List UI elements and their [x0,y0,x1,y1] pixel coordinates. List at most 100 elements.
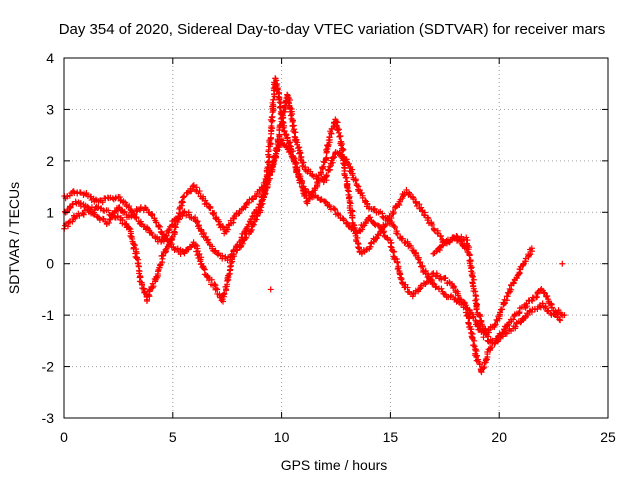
data-point [214,251,221,258]
data-point [293,159,300,166]
data-point [342,174,349,181]
data-point [209,243,216,250]
data-point [349,224,356,231]
data-point [179,198,186,205]
data-point [212,285,219,292]
data-point [343,156,350,163]
data-point [188,188,195,195]
data-point [480,365,487,372]
data-point [165,227,172,234]
data-point [470,282,477,289]
data-point [65,223,71,230]
isolated-points [267,260,566,293]
y-tick-label: 3 [46,101,54,117]
data-point [223,287,230,294]
data-point [429,221,436,228]
data-point [230,215,237,222]
data-point [324,142,331,149]
data-point [524,312,531,319]
data-point [189,183,196,190]
data-point [498,306,505,313]
data-point [276,99,283,106]
data-point [453,298,460,305]
data-point [345,223,352,230]
data-point [322,198,329,205]
data-point [429,270,436,277]
data-point [212,215,219,222]
data-point [425,271,432,278]
data-point [283,144,290,151]
data-point [473,306,480,313]
data-point [208,276,215,283]
data-point [390,209,397,216]
data-point [510,316,517,323]
data-point [198,254,205,261]
data-point [417,259,424,266]
data-point [69,201,76,208]
x-tick-label: 15 [383,429,399,445]
data-point [544,292,551,299]
data-point [472,297,479,304]
data-point [175,213,182,220]
data-point [462,302,469,309]
data-point [153,219,160,226]
data-point [418,204,425,211]
data-point [349,214,356,221]
data-point [358,189,365,196]
data-point [391,248,398,255]
x-tick-label: 25 [600,429,616,445]
data-point [492,321,499,328]
data-point [281,108,288,115]
data-point [180,193,187,200]
data-point [196,250,203,257]
data-point [307,190,314,197]
data-point [559,260,566,267]
data-point [469,272,476,279]
data-point [466,252,473,259]
data-point [419,262,426,269]
data-point [247,216,254,223]
data-point [399,235,406,242]
data-point [387,243,394,250]
y-tick-label: -3 [42,410,55,426]
data-point [441,275,448,282]
data-point [260,194,267,201]
data-point [406,190,413,197]
data-point [272,152,279,159]
data-point [338,142,345,149]
data-point [287,149,294,156]
data-point [340,146,347,153]
x-tick-label: 0 [60,429,68,445]
axis-ticks: 0 5 10 15 20 25 -3 -2 -1 0 1 2 3 4 [42,50,616,445]
data-point [512,323,519,330]
series-track-C [61,91,535,341]
y-tick-label: -2 [42,359,55,375]
data-point [116,194,123,201]
data-point [528,245,535,252]
data-point [432,284,439,291]
data-point [130,210,137,217]
data-point [245,199,252,206]
series-track-A [61,75,470,264]
data-point [497,334,504,341]
data-point [161,235,168,242]
data-point [278,115,285,122]
data-point [129,238,136,245]
y-tick-label: 2 [46,153,54,169]
plot-frame [63,57,609,419]
data-point [158,229,165,236]
data-point [228,259,235,266]
data-point [235,210,242,217]
data-point [171,228,178,235]
data-point [96,217,103,224]
data-point [144,224,151,231]
data-point [539,300,546,307]
data-point [430,250,437,257]
x-axis-label: GPS time / hours [281,457,388,473]
data-point [523,300,530,307]
data-point [429,280,436,287]
data-point [320,163,327,170]
data-point [437,233,444,240]
data-point [255,204,262,211]
data-point [419,208,426,215]
